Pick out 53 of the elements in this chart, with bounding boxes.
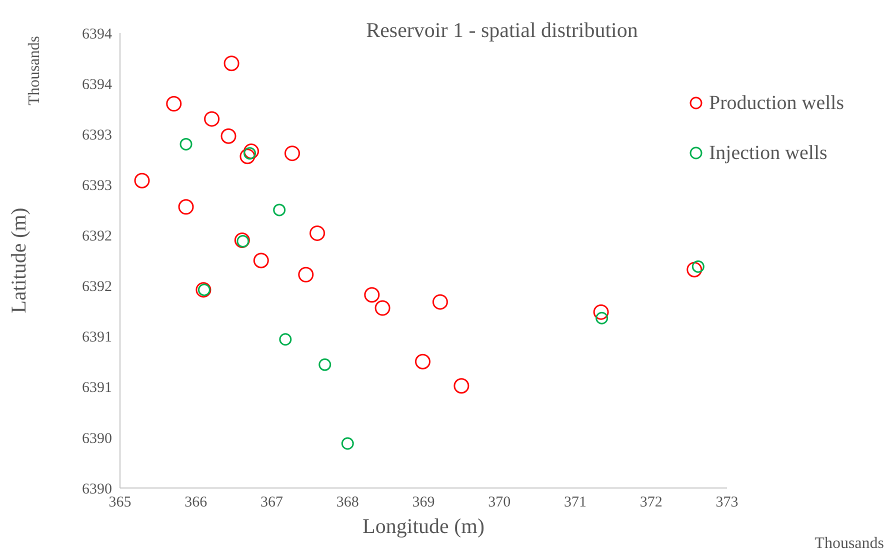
y-tick-label: 6393 bbox=[82, 127, 112, 144]
x-tick-label: 366 bbox=[184, 494, 208, 511]
x-axis-title: Longitude (m) bbox=[362, 514, 484, 538]
text: Thousands bbox=[26, 36, 44, 106]
point bbox=[364, 287, 380, 303]
x-tick-label: 369 bbox=[412, 494, 435, 511]
x-tick-label: 368 bbox=[336, 494, 359, 511]
chart-title: Reservoir 1 - spatial distribution bbox=[365, 18, 639, 43]
point bbox=[341, 437, 354, 450]
point bbox=[284, 146, 300, 162]
y-tick-label: 6391 bbox=[82, 330, 112, 346]
point bbox=[243, 147, 256, 160]
point bbox=[166, 96, 182, 112]
x-tick-label: 371 bbox=[564, 494, 586, 511]
point bbox=[178, 199, 194, 215]
point bbox=[134, 172, 150, 188]
point bbox=[596, 312, 608, 324]
point bbox=[224, 56, 240, 72]
y-tick-label: 6390 bbox=[82, 481, 112, 498]
y-tick-label: 6393 bbox=[82, 178, 112, 194]
y-tick-label: 6394 bbox=[82, 76, 112, 93]
point bbox=[273, 204, 286, 216]
point bbox=[686, 262, 702, 278]
y-tick-label: 6391 bbox=[82, 380, 112, 396]
point bbox=[180, 138, 192, 150]
y-tick-label: 6390 bbox=[82, 430, 112, 447]
point bbox=[318, 358, 332, 371]
point bbox=[692, 260, 704, 273]
point bbox=[454, 378, 470, 394]
x-tick-label: 367 bbox=[260, 494, 284, 511]
x-tick-label: 370 bbox=[488, 494, 511, 511]
point bbox=[432, 294, 448, 310]
point bbox=[374, 300, 390, 316]
x-tick-label: 365 bbox=[108, 494, 132, 511]
point bbox=[204, 111, 220, 127]
text: Thousands bbox=[814, 535, 884, 553]
point bbox=[279, 333, 292, 346]
y-axis-title: Latitude (m) bbox=[6, 208, 30, 314]
y-tick-label: 6392 bbox=[82, 279, 112, 296]
x-tick-label: 373 bbox=[716, 494, 738, 511]
point bbox=[253, 252, 269, 268]
point bbox=[240, 148, 256, 164]
legend-label: Production wells bbox=[709, 92, 844, 114]
point bbox=[244, 144, 260, 160]
point bbox=[593, 304, 609, 320]
point bbox=[414, 354, 430, 370]
point bbox=[220, 128, 236, 144]
point bbox=[310, 225, 326, 241]
point bbox=[298, 266, 314, 282]
y-tick-label: 6392 bbox=[82, 228, 112, 245]
x-tick-label: 372 bbox=[640, 494, 662, 511]
legend-label: Injection wells bbox=[709, 142, 828, 164]
y-tick-label: 6394 bbox=[82, 26, 112, 42]
